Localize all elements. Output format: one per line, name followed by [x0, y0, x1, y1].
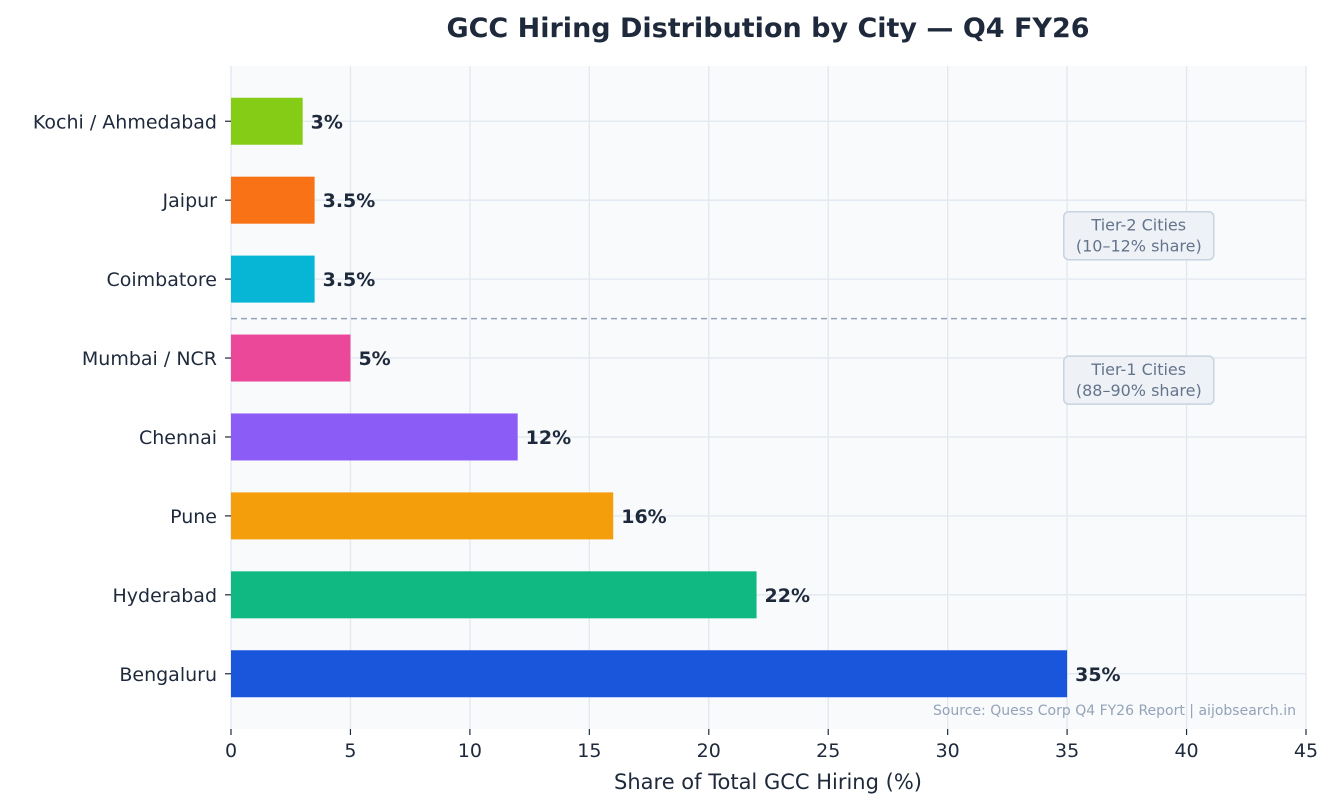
x-tick-label: 0	[225, 740, 237, 762]
y-tick-label: Coimbatore	[106, 269, 217, 291]
tier-2-cities-annotation: Tier-2 Cities (10–12% share)	[1063, 210, 1215, 261]
x-tick-label: 35	[1055, 740, 1079, 762]
data-label: 16%	[621, 506, 666, 528]
y-tick-label: Pune	[170, 506, 217, 528]
data-label: 35%	[1075, 664, 1120, 686]
bar	[231, 650, 1068, 698]
bar	[231, 413, 518, 461]
source-note: Source: Quess Corp Q4 FY26 Report | aijo…	[933, 703, 1296, 719]
x-tick-label: 40	[1174, 740, 1198, 762]
annotation-text: Tier-1 Cities	[1090, 360, 1186, 379]
annotation-layer: Tier-2 Cities (10–12% share) Tier-1 Cities…	[1063, 210, 1215, 405]
x-axis-label: Share of Total GCC Hiring (%)	[614, 770, 922, 794]
x-tick-label: 10	[458, 740, 482, 762]
annotation-box	[1063, 355, 1215, 405]
tier-1-cities-annotation: Tier-1 Cities (88–90% share)	[1063, 355, 1215, 405]
bar	[231, 97, 303, 145]
annotation-text: Tier-2 Cities	[1090, 216, 1186, 235]
y-tick-label: Kochi / Ahmedabad	[33, 111, 217, 133]
y-tick-label: Bengaluru	[119, 664, 217, 686]
x-tick-label: 25	[816, 740, 840, 762]
y-tick-label: Chennai	[139, 427, 217, 449]
y-tick-label: Hyderabad	[113, 585, 218, 607]
bar-layer	[231, 97, 1068, 698]
chart-title: GCC Hiring Distribution by City — Q4 FY2…	[446, 13, 1089, 44]
bar	[231, 334, 351, 382]
y-tick-label: Jaipur	[162, 190, 218, 212]
bar	[231, 255, 315, 303]
x-tick-label: 45	[1294, 740, 1318, 762]
bar	[231, 492, 614, 540]
annotation-box	[1063, 210, 1215, 261]
y-tick-label: Mumbai / NCR	[82, 348, 217, 370]
x-tick-label: 5	[344, 740, 356, 762]
data-label: 22%	[765, 585, 810, 607]
annotation-text: (88–90% share)	[1076, 381, 1202, 400]
data-label-layer: 35% 22% 16% 12% 5% 3.5% 3.5% 3%	[311, 111, 1121, 686]
annotation-text: (10–12% share)	[1076, 237, 1202, 256]
data-label: 5%	[358, 348, 390, 370]
bar	[231, 176, 315, 224]
x-tick-label: 30	[936, 740, 960, 762]
data-label: 3%	[311, 111, 343, 133]
data-label: 3.5%	[323, 190, 376, 212]
bar	[231, 571, 757, 619]
data-label: 3.5%	[323, 269, 376, 291]
x-tick-label: 15	[577, 740, 601, 762]
axis-layer: 0 5 10 15 20 25 30 35 40 45 Bengaluru Hyderabad Pune…	[33, 111, 1318, 762]
x-tick-label: 20	[697, 740, 721, 762]
data-label: 12%	[526, 427, 571, 449]
